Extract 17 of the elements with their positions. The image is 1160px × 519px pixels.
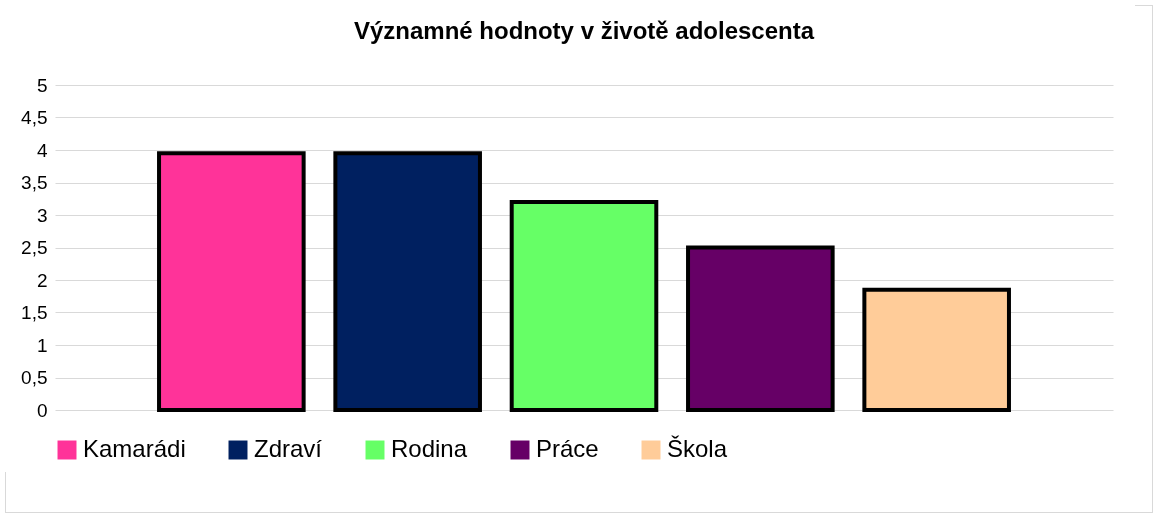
legend-label: Kamarádi [83,435,186,462]
y-tick-label: 4 [36,139,48,161]
y-tick-label: 2 [36,269,48,291]
y-tick-label: 5 [36,74,48,96]
y-tick-label: 0 [36,399,48,421]
chart-title: Významné hodnoty v životě adolescenta [353,17,815,44]
legend-label: Zdraví [254,435,323,462]
legend-label: Rodina [391,435,468,462]
y-tick-label: 1 [36,334,48,356]
legend-label: Práce [536,435,599,462]
y-tick-label: 4,5 [21,107,48,128]
y-tick-label: 0,5 [21,367,48,388]
legend-label: Škola [667,435,728,462]
y-tick-label: 1,5 [21,302,48,323]
y-tick-label: 3,5 [21,172,48,193]
y-tick-label: 2,5 [21,237,48,258]
y-tick-label: 3 [36,204,48,226]
